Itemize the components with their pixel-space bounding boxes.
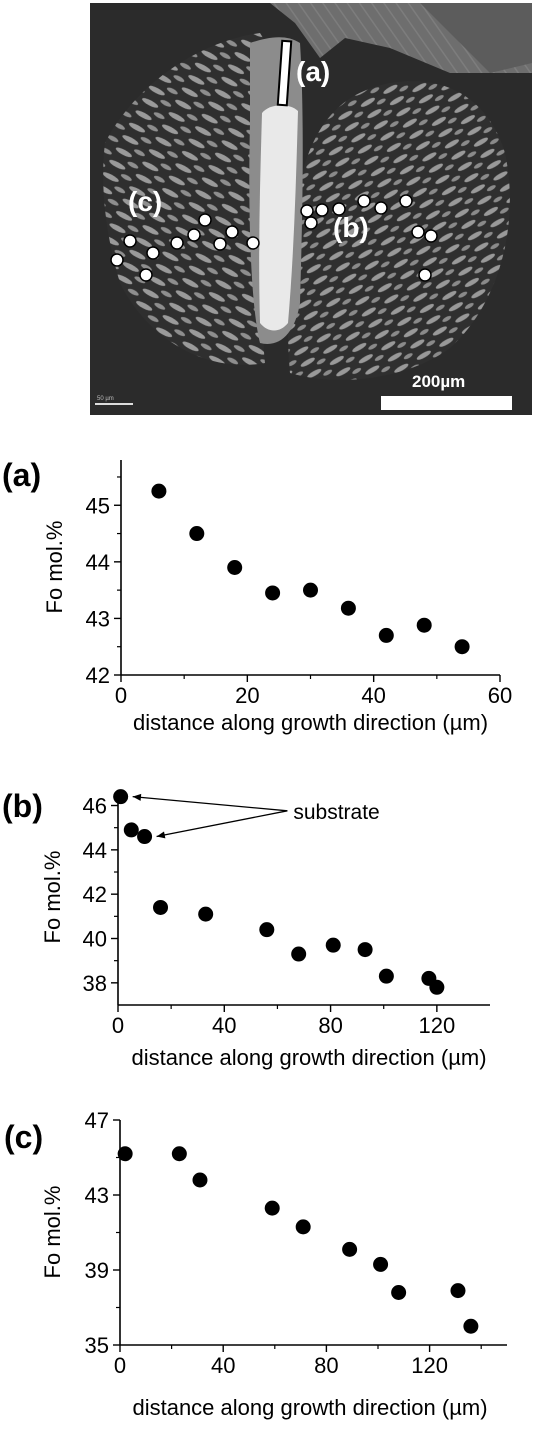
x-axis-title: distance along growth direction (µm): [133, 710, 488, 735]
chart-a: (a) 0 20 40 60 42 43 44 45 distance along growth…: [2, 457, 512, 735]
y-axis-title: Fo mol.%: [40, 1186, 65, 1279]
y-tick-label: 40: [83, 927, 107, 952]
panel-label: (b): [2, 788, 43, 824]
y-tick-label: 44: [83, 838, 107, 863]
annotation-arrow: [156, 810, 288, 838]
y-axis-title: Fo mol.%: [42, 521, 67, 614]
data-point: [391, 1285, 407, 1300]
micrograph-image: (a) (b) (c) 200µm 50 µm: [90, 3, 532, 415]
data-point: [463, 1318, 479, 1334]
y-tick-label: 43: [86, 606, 110, 631]
data-point: [151, 483, 167, 499]
x-axis-title: distance along growth direction (µm): [132, 1395, 487, 1420]
small-scale-bar: [95, 403, 133, 405]
x-tick-label: 40: [212, 1013, 236, 1038]
y-tick-label: 39: [85, 1258, 109, 1283]
x-tick-label: 0: [115, 683, 127, 708]
data-point: [325, 937, 341, 953]
scale-bar-200um: [381, 396, 512, 410]
y-tick-label: 46: [83, 794, 107, 819]
data-point: [357, 942, 373, 958]
data-point: [295, 1219, 311, 1235]
y-tick-label: 38: [83, 971, 107, 996]
data-point: [378, 627, 394, 643]
data-point: [342, 1241, 358, 1257]
left-dendrite-region: [103, 33, 280, 365]
micrograph-label-a: (a): [296, 56, 330, 87]
y-tick-label: 35: [85, 1333, 109, 1358]
data-point: [429, 979, 445, 995]
x-tick-label: 80: [314, 1353, 338, 1378]
analysis-points: [110, 194, 438, 282]
x-tick-label: 20: [235, 683, 259, 708]
y-tick-label: 42: [86, 663, 110, 688]
data-point: [373, 1256, 389, 1272]
right-crystal: [420, 3, 532, 73]
annotation-label: substrate: [293, 801, 379, 824]
annotation-arrowhead: [156, 831, 166, 839]
data-point: [265, 585, 281, 601]
plot-area: 0 40 80 120 38 40 42 44 46 distance along growth …: [40, 789, 490, 1070]
data-point: [416, 617, 432, 633]
micrograph-label-c: (c): [128, 186, 162, 217]
y-axis-title: Fo mol.%: [40, 851, 65, 944]
y-tick-label: 43: [85, 1183, 109, 1208]
data-point: [171, 1146, 187, 1162]
plot-area: 0 20 40 60 42 43 44 45 distance along growth dir…: [42, 460, 512, 735]
micrograph-label-b: (b): [333, 212, 369, 243]
x-tick-label: 120: [411, 1353, 448, 1378]
x-tick-label: 40: [361, 683, 385, 708]
data-point: [153, 899, 169, 915]
data-point: [227, 560, 243, 575]
x-tick-label: 40: [211, 1353, 235, 1378]
x-tick-label: 80: [318, 1013, 342, 1038]
data-point: [259, 922, 275, 938]
right-dendrite-region: [287, 81, 510, 380]
y-tick-label: 44: [86, 550, 110, 575]
data-point: [303, 582, 318, 598]
data-point: [264, 1200, 280, 1216]
data-point: [113, 789, 129, 805]
data-point: [117, 1146, 133, 1162]
annotation-arrowhead: [132, 793, 142, 801]
x-tick-label: 0: [112, 1013, 124, 1038]
data-point: [189, 526, 205, 542]
panel-label: (a): [2, 457, 41, 493]
x-tick-label: 60: [488, 683, 512, 708]
bright-core: [259, 105, 298, 331]
data-point: [137, 829, 153, 845]
profile-line-a: [276, 39, 293, 107]
chart-c: (c) 0 40 80 120 35 39 43 47 distance along growt…: [4, 1108, 507, 1420]
data-point: [198, 906, 214, 922]
data-point: [123, 822, 139, 838]
data-point: [291, 946, 307, 962]
chart-b: (b) 0 40 80 120 38 40 42 44 46 distance along gro…: [2, 788, 490, 1070]
data-point: [454, 639, 470, 655]
scale-bar-label: 200µm: [412, 372, 465, 391]
x-axis-title: distance along growth direction (µm): [131, 1045, 486, 1070]
plot-area: 0 40 80 120 35 39 43 47 distance along growth di…: [40, 1108, 507, 1420]
x-tick-label: 0: [114, 1353, 126, 1378]
annotation-arrow: [132, 796, 288, 812]
data-point: [450, 1283, 466, 1299]
data-point: [192, 1172, 208, 1188]
data-point: [378, 968, 394, 984]
y-tick-label: 47: [85, 1108, 109, 1133]
x-tick-label: 120: [418, 1013, 455, 1038]
y-tick-label: 45: [86, 493, 110, 518]
panel-label: (c): [4, 1119, 43, 1155]
data-point: [340, 600, 356, 616]
y-tick-label: 42: [83, 882, 107, 907]
small-scale-text: 50 µm: [97, 396, 114, 402]
